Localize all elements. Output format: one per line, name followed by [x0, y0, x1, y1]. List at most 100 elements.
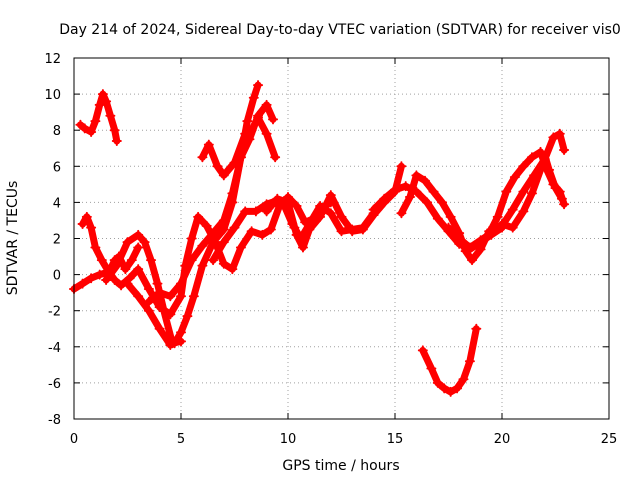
- data-point: [143, 305, 154, 316]
- series-line: [76, 90, 121, 145]
- data-point: [507, 222, 518, 233]
- series-line: [166, 193, 335, 318]
- data-point: [133, 291, 144, 302]
- data-point: [396, 208, 407, 219]
- data-point: [426, 363, 437, 374]
- data-point: [240, 206, 251, 217]
- data-point: [227, 264, 238, 275]
- data-point: [419, 175, 430, 186]
- data-point: [218, 237, 229, 248]
- data-point: [246, 125, 257, 136]
- data-point: [492, 211, 503, 222]
- data-point: [133, 264, 144, 275]
- y-tick-label: 8: [53, 124, 61, 139]
- data-point: [486, 224, 497, 235]
- data-point: [404, 191, 415, 202]
- y-tick-label: 4: [53, 196, 61, 211]
- series-track-8: [197, 112, 281, 181]
- y-tick-label: -2: [48, 305, 61, 320]
- data-point: [218, 258, 229, 269]
- data-point: [229, 157, 240, 168]
- data-point: [428, 186, 439, 197]
- data-point: [94, 99, 105, 110]
- series-track-4: [101, 229, 186, 349]
- data-point: [212, 161, 223, 172]
- data-point: [120, 264, 131, 275]
- x-tick-label: 10: [280, 432, 297, 447]
- data-point: [268, 114, 279, 125]
- series-layer: [69, 80, 570, 397]
- data-point: [471, 323, 482, 334]
- x-tick-label: 25: [601, 432, 618, 447]
- data-point: [297, 242, 308, 253]
- data-point: [379, 193, 390, 204]
- data-point: [336, 226, 347, 237]
- data-point: [458, 374, 469, 385]
- series-line: [397, 171, 493, 264]
- data-point: [109, 275, 120, 286]
- data-point: [554, 128, 565, 139]
- data-point: [501, 186, 512, 197]
- data-point: [97, 89, 108, 100]
- data-point: [526, 188, 537, 199]
- data-point: [165, 291, 176, 302]
- data-point: [122, 237, 133, 248]
- data-point: [248, 92, 259, 103]
- data-point: [126, 255, 137, 266]
- data-point: [475, 235, 486, 246]
- data-point: [197, 260, 208, 271]
- data-point: [261, 128, 272, 139]
- data-point: [445, 386, 456, 397]
- x-axis-label: GPS time / hours: [282, 458, 399, 474]
- axis-ticks: [73, 57, 610, 420]
- series-line: [124, 81, 262, 349]
- data-point: [143, 284, 154, 295]
- data-point: [90, 242, 101, 253]
- series-line: [280, 200, 378, 242]
- series-track-11: [278, 199, 379, 244]
- data-point: [526, 152, 537, 163]
- data-point: [246, 226, 257, 237]
- data-point: [261, 99, 272, 110]
- data-point: [250, 206, 261, 217]
- data-point: [439, 383, 450, 394]
- data-point: [227, 188, 238, 199]
- data-point: [400, 181, 411, 192]
- data-point: [368, 204, 379, 215]
- y-tick-label: -8: [48, 413, 61, 428]
- data-point: [210, 237, 221, 248]
- series-track-1: [75, 89, 122, 147]
- data-point: [242, 116, 253, 127]
- x-tick-label: 0: [70, 432, 78, 447]
- data-point: [253, 112, 264, 123]
- data-point: [270, 152, 281, 163]
- data-point: [411, 170, 422, 181]
- data-point: [291, 201, 302, 212]
- data-point: [357, 222, 368, 233]
- data-point: [325, 208, 336, 219]
- data-point: [559, 145, 570, 156]
- data-point: [265, 224, 276, 235]
- data-point: [143, 296, 154, 307]
- data-point: [518, 206, 529, 217]
- data-point: [101, 275, 112, 286]
- data-point: [176, 327, 186, 338]
- data-point: [169, 338, 180, 349]
- data-point: [101, 96, 112, 107]
- data-point: [437, 197, 448, 208]
- data-point: [396, 161, 407, 172]
- series-track-14: [417, 323, 482, 397]
- data-point: [452, 383, 463, 394]
- data-point: [86, 222, 97, 233]
- data-point: [111, 136, 122, 147]
- data-point: [152, 278, 163, 289]
- data-point: [176, 291, 186, 302]
- data-point: [336, 211, 347, 222]
- series-line: [145, 101, 277, 306]
- data-point: [109, 125, 120, 136]
- data-point: [464, 356, 475, 367]
- data-point: [253, 80, 264, 91]
- y-tick-label: 2: [53, 233, 61, 248]
- data-point: [550, 182, 561, 193]
